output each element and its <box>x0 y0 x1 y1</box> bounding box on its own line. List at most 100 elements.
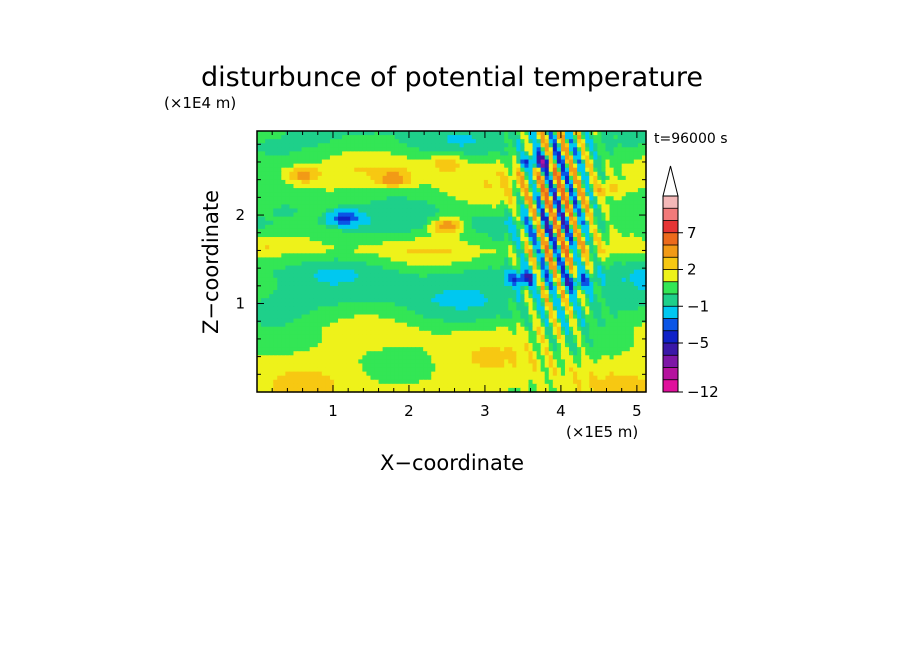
heat-cell <box>564 151 570 157</box>
heat-cell <box>560 163 566 169</box>
heat-cell <box>548 298 554 303</box>
heat-cell <box>443 212 449 218</box>
heat-cell <box>581 163 586 169</box>
heat-cell <box>329 204 335 210</box>
heat-cell <box>504 184 509 189</box>
heat-cell <box>508 290 513 295</box>
heat-cell <box>479 167 485 173</box>
heat-cell <box>305 184 311 189</box>
heat-cell <box>338 306 343 312</box>
heat-cell <box>564 310 570 316</box>
heat-cell <box>637 167 643 173</box>
heat-cell <box>528 139 534 144</box>
heat-cell <box>366 151 372 157</box>
heat-cell <box>366 163 372 169</box>
heat-cell <box>459 135 465 140</box>
heat-cell <box>309 249 315 254</box>
heat-cell <box>564 131 570 136</box>
heat-cell <box>265 204 270 210</box>
heat-cell <box>439 241 444 246</box>
heat-cell <box>528 302 534 307</box>
heat-cell <box>362 196 367 201</box>
heat-cell <box>556 338 562 344</box>
heat-cell <box>593 155 598 161</box>
heat-cell <box>293 188 299 193</box>
heat-cell <box>548 155 554 161</box>
heat-cell <box>552 241 558 246</box>
heat-cell <box>560 273 566 279</box>
heat-cell <box>605 302 611 307</box>
heat-cell <box>569 257 574 263</box>
heat-cell <box>492 135 497 140</box>
heat-cell <box>394 212 400 218</box>
heat-cell <box>556 285 562 291</box>
heat-cell <box>496 188 501 193</box>
heat-cell <box>581 131 586 136</box>
heat-cell <box>637 302 643 307</box>
heat-cell <box>289 314 295 320</box>
heat-cell <box>548 306 554 312</box>
heat-cell <box>313 285 319 291</box>
heat-cell <box>577 200 582 206</box>
heat-cell <box>390 163 396 169</box>
heat-cell <box>317 159 323 165</box>
heat-cell <box>621 184 627 189</box>
heat-cell <box>633 265 639 271</box>
heat-cell <box>366 196 372 201</box>
heat-cell <box>406 330 412 336</box>
heat-cell <box>536 265 542 271</box>
heat-cell <box>451 212 457 218</box>
heat-cell <box>273 294 278 299</box>
heat-cell <box>342 135 347 140</box>
heat-cell <box>479 171 485 177</box>
heat-cell <box>556 167 562 173</box>
heat-cell <box>329 208 335 214</box>
heat-cell <box>285 196 291 201</box>
heat-cell <box>329 314 335 320</box>
heat-cell <box>410 188 416 193</box>
heat-cell <box>394 285 400 291</box>
heat-cell <box>423 338 428 344</box>
heat-cell <box>621 135 627 140</box>
heat-cell <box>329 167 335 173</box>
heat-cell <box>427 249 432 254</box>
heat-cell <box>577 290 582 295</box>
heat-cell <box>297 232 303 238</box>
heat-cell <box>609 147 615 152</box>
heat-cell <box>366 155 372 161</box>
heat-cell <box>435 220 440 226</box>
heat-cell <box>540 155 546 161</box>
heat-cell <box>532 131 538 136</box>
heat-cell <box>605 220 611 226</box>
heat-cell <box>435 310 440 316</box>
heat-cell <box>321 135 327 140</box>
heat-cell <box>463 163 469 169</box>
heat-cell <box>504 147 509 152</box>
heat-cell <box>479 159 485 165</box>
heat-cell <box>431 306 436 312</box>
heat-cell <box>333 232 339 238</box>
heat-cell <box>556 273 562 279</box>
heat-cell <box>573 277 578 283</box>
heat-cell <box>585 143 590 148</box>
heat-cell <box>556 192 562 197</box>
heat-cell <box>415 232 420 238</box>
heat-cell <box>605 273 611 279</box>
heat-cell <box>443 298 449 303</box>
heat-cell <box>479 131 485 136</box>
heat-cell <box>577 179 582 185</box>
heat-cell <box>435 294 440 299</box>
heat-cell <box>427 245 432 250</box>
heat-cell <box>500 326 505 332</box>
heat-cell <box>358 131 363 136</box>
heat-cell <box>516 253 521 259</box>
heat-cell <box>569 249 574 254</box>
heat-cell <box>528 143 534 148</box>
heat-cell <box>504 135 509 140</box>
heat-cell <box>410 179 416 185</box>
heat-cell <box>492 269 497 275</box>
heat-cell <box>333 273 339 279</box>
heat-cell <box>289 135 295 140</box>
heat-cell <box>520 175 526 181</box>
heat-cell <box>410 184 416 189</box>
